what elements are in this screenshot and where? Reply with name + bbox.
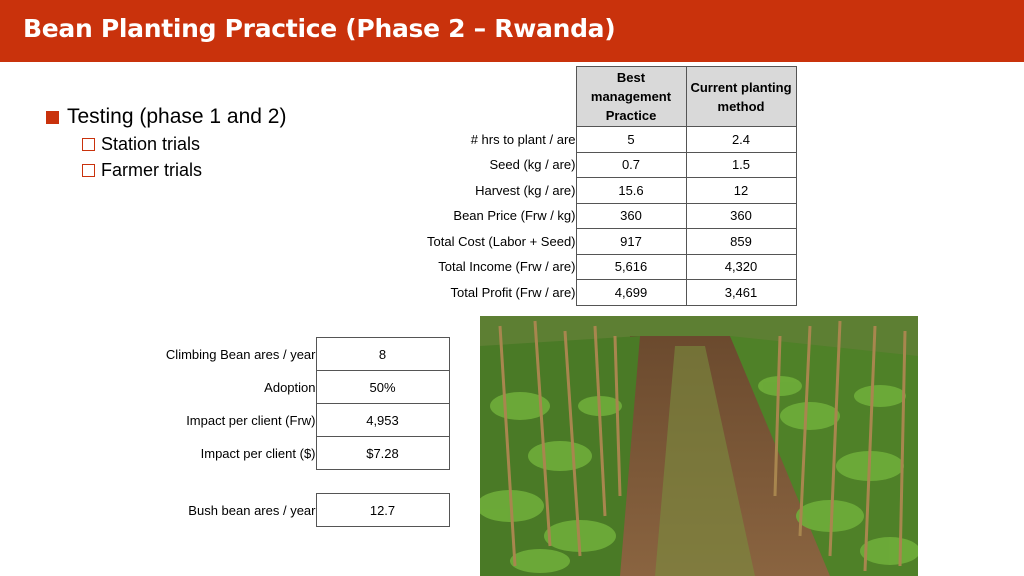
slide-header: Bean Planting Practice (Phase 2 – Rwanda… xyxy=(0,0,1024,62)
row-label: Impact per client ($) xyxy=(200,445,316,461)
bean-field-illustration xyxy=(480,316,918,576)
table-cell: 5,616 xyxy=(575,253,687,280)
bullet-list: Testing (phase 1 and 2) Station trials F… xyxy=(46,103,286,183)
table-cell: 917 xyxy=(575,228,687,255)
bullet-main: Testing (phase 1 and 2) xyxy=(46,103,286,131)
table-row: Climbing Bean ares / year 8 xyxy=(140,337,450,371)
table-row: Total Cost (Labor + Seed) 917 859 xyxy=(360,228,797,255)
row-label: Total Cost (Labor + Seed) xyxy=(427,233,576,249)
row-label: # hrs to plant / are xyxy=(470,131,576,147)
table-row: Seed (kg / are) 0.7 1.5 xyxy=(360,151,797,178)
bullet-sub-text: Farmer trials xyxy=(101,159,203,180)
row-label: Seed (kg / are) xyxy=(489,157,576,173)
table-row: Impact per client ($) $7.28 xyxy=(140,436,450,470)
slide-title: Bean Planting Practice (Phase 2 – Rwanda… xyxy=(23,14,616,43)
table-row: Total Income (Frw / are) 5,616 4,320 xyxy=(360,253,797,280)
row-label: Bush bean ares / year xyxy=(188,502,316,518)
table-header-row: Best management Practice Current plantin… xyxy=(360,66,797,127)
impact-table: Climbing Bean ares / year 8 Adoption 50%… xyxy=(140,337,450,527)
row-label: Bean Price (Frw / kg) xyxy=(453,208,576,224)
table-cell: 2.4 xyxy=(685,126,797,153)
table-row: Adoption 50% xyxy=(140,370,450,404)
table-spacer xyxy=(140,470,449,494)
row-label: Harvest (kg / are) xyxy=(475,182,576,198)
comparison-table: Best management Practice Current plantin… xyxy=(360,66,797,306)
bullet-sub-farmer: Farmer trials xyxy=(82,157,286,183)
table-cell: 3,461 xyxy=(685,279,797,306)
filled-square-bullet-icon xyxy=(46,110,59,124)
table-header-blank xyxy=(360,67,576,127)
table-row: # hrs to plant / are 5 2.4 xyxy=(360,126,797,153)
empty-square-bullet-icon xyxy=(82,137,95,151)
table-cell: 859 xyxy=(685,228,797,255)
column-header-current-method: Current planting method xyxy=(685,66,797,127)
table-row: Bean Price (Frw / kg) 360 360 xyxy=(360,202,797,229)
table-cell: 5 xyxy=(575,126,687,153)
row-label: Adoption xyxy=(264,379,316,395)
table-cell: 1.5 xyxy=(685,151,797,178)
table-row: Total Profit (Frw / are) 4,699 3,461 xyxy=(360,279,797,306)
table-cell: 4,699 xyxy=(575,279,687,306)
bullet-sub-text: Station trials xyxy=(101,133,201,154)
bullet-sub-station: Station trials xyxy=(82,131,286,157)
table-row: Bush bean ares / year 12.7 xyxy=(140,493,450,527)
table-cell: 12 xyxy=(685,177,797,204)
table-cell: 4,953 xyxy=(315,403,450,437)
row-label: Impact per client (Frw) xyxy=(186,412,316,428)
table-row: Harvest (kg / are) 15.6 12 xyxy=(360,177,797,204)
table-cell: 4,320 xyxy=(685,253,797,280)
table-cell: 50% xyxy=(315,370,450,404)
row-label: Climbing Bean ares / year xyxy=(165,346,316,362)
table-cell: 0.7 xyxy=(575,151,687,178)
table-cell: $7.28 xyxy=(315,436,450,470)
bullet-main-text: Testing (phase 1 and 2) xyxy=(67,105,287,128)
table-row: Impact per client (Frw) 4,953 xyxy=(140,403,450,437)
table-cell: 360 xyxy=(685,202,797,229)
table-cell: 8 xyxy=(315,337,450,371)
column-header-best-practice: Best management Practice xyxy=(575,66,687,127)
table-cell: 12.7 xyxy=(315,493,450,527)
table-cell: 15.6 xyxy=(575,177,687,204)
row-label: Total Income (Frw / are) xyxy=(438,259,576,275)
row-label: Total Profit (Frw / are) xyxy=(450,284,576,300)
table-cell: 360 xyxy=(575,202,687,229)
bean-field-photo xyxy=(480,316,918,576)
empty-square-bullet-icon xyxy=(82,163,95,177)
